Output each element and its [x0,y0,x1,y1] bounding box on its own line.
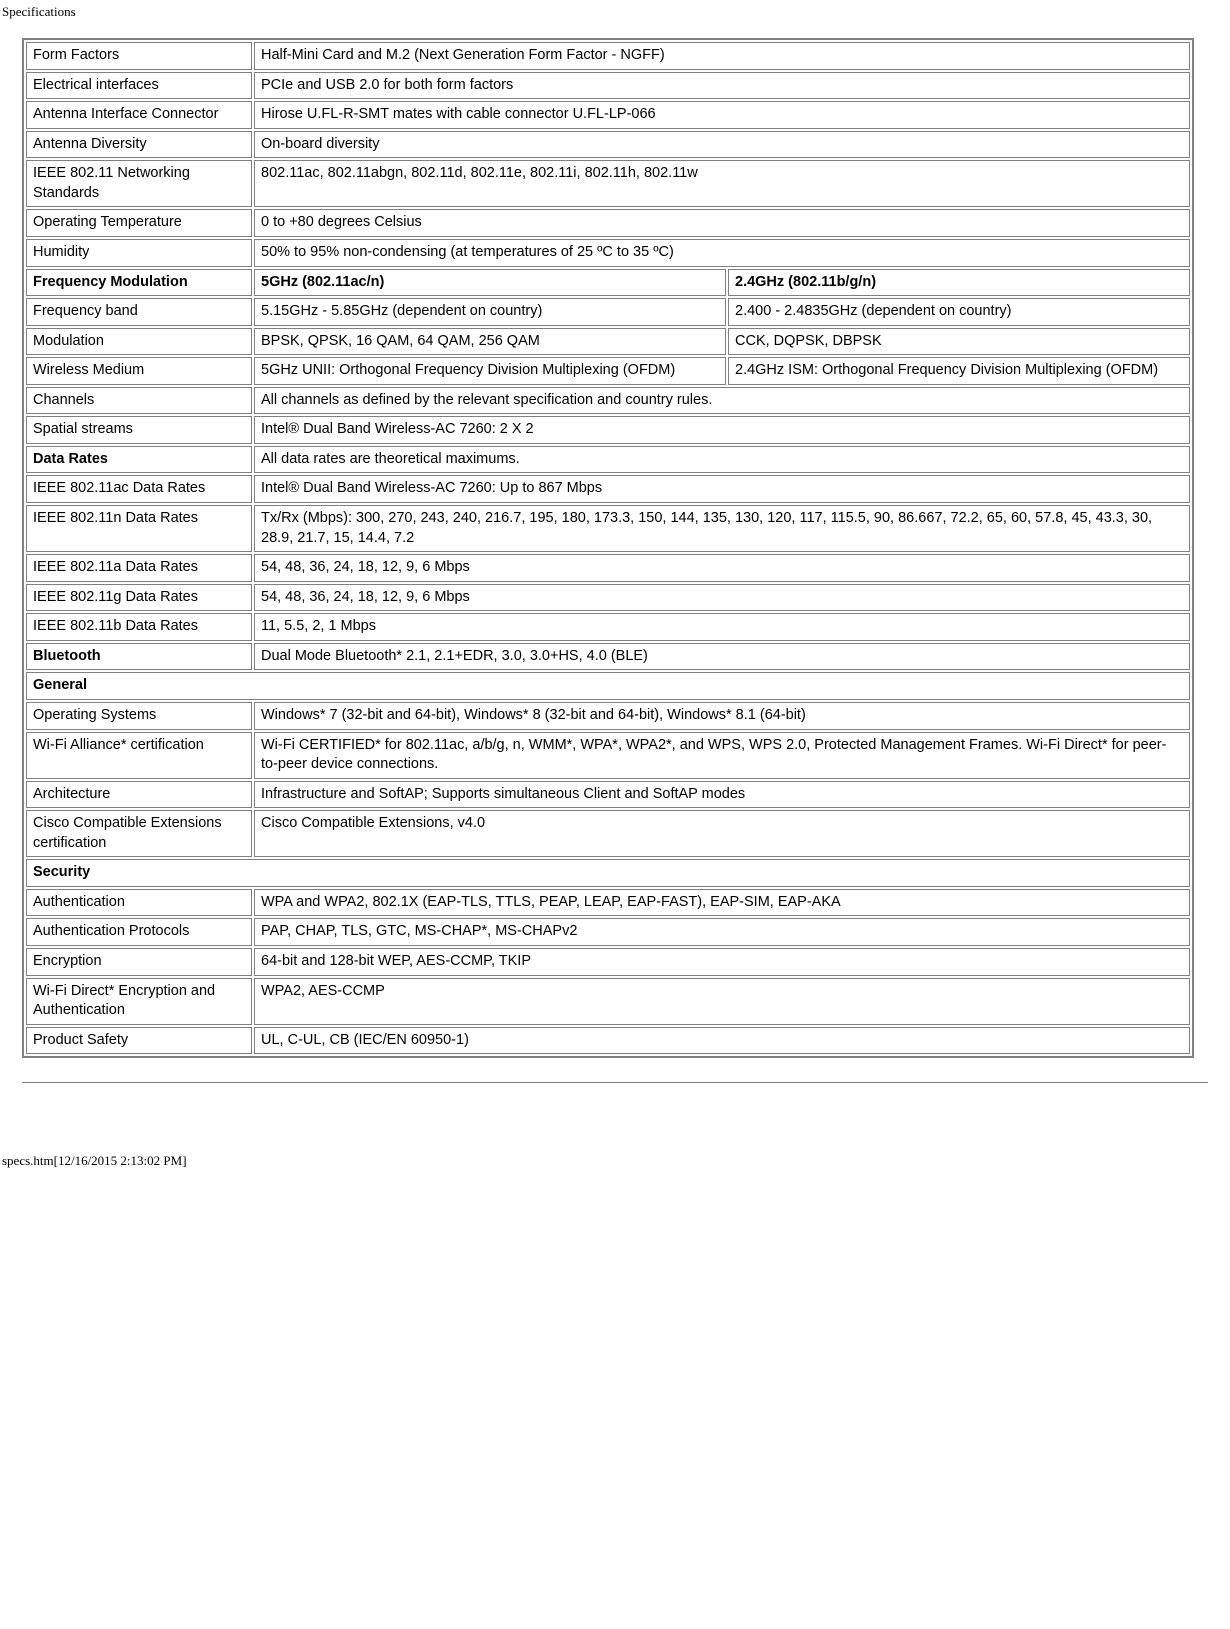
cell-label: IEEE 802.11 Networking Standards [26,160,252,207]
cell-value: Dual Mode Bluetooth* 2.1, 2.1+EDR, 3.0, … [254,643,1190,671]
table-row: Modulation BPSK, QPSK, 16 QAM, 64 QAM, 2… [26,328,1190,356]
table-row: IEEE 802.11n Data RatesTx/Rx (Mbps): 300… [26,505,1190,552]
table-row: Electrical interfacesPCIe and USB 2.0 fo… [26,72,1190,100]
cell-label: Antenna Interface Connector [26,101,252,129]
cell-label: Wi-Fi Direct* Encryption and Authenticat… [26,978,252,1025]
cell-value: Wi-Fi CERTIFIED* for 802.11ac, a/b/g, n,… [254,732,1190,779]
cell-value: All channels as defined by the relevant … [254,387,1190,415]
table-row: Cisco Compatible Extensions certificatio… [26,810,1190,857]
cell-value: Windows* 7 (32-bit and 64-bit), Windows*… [254,702,1190,730]
cell-value: 64-bit and 128-bit WEP, AES-CCMP, TKIP [254,948,1190,976]
cell-label: Wireless Medium [26,357,252,385]
cell-label: Data Rates [26,446,252,474]
cell-label: IEEE 802.11ac Data Rates [26,475,252,503]
cell-value: WPA2, AES-CCMP [254,978,1190,1025]
table-row: Humidity50% to 95% non-condensing (at te… [26,239,1190,267]
cell-value: 5.15GHz - 5.85GHz (dependent on country) [254,298,726,326]
table-row: Antenna DiversityOn-board diversity [26,131,1190,159]
cell-label: Bluetooth [26,643,252,671]
cell-value: 5GHz (802.11ac/n) [254,269,726,297]
table-row: Wireless Medium 5GHz UNII: Orthogonal Fr… [26,357,1190,385]
cell-label: Product Safety [26,1027,252,1055]
cell-value: UL, C-UL, CB (IEC/EN 60950-1) [254,1027,1190,1055]
cell-value: WPA and WPA2, 802.1X (EAP-TLS, TTLS, PEA… [254,889,1190,917]
cell-value: Hirose U.FL-R-SMT mates with cable conne… [254,101,1190,129]
page-footer: specs.htm[12/16/2015 2:13:02 PM] [2,1153,1230,1169]
cell-value: Infrastructure and SoftAP; Supports simu… [254,781,1190,809]
cell-label: IEEE 802.11g Data Rates [26,584,252,612]
cell-value: 50% to 95% non-condensing (at temperatur… [254,239,1190,267]
table-row: Operating Temperature0 to +80 degrees Ce… [26,209,1190,237]
cell-label: Antenna Diversity [26,131,252,159]
cell-value: PAP, CHAP, TLS, GTC, MS-CHAP*, MS-CHAPv2 [254,918,1190,946]
cell-value: 0 to +80 degrees Celsius [254,209,1190,237]
table-row: Spatial streamsIntel® Dual Band Wireless… [26,416,1190,444]
cell-label: Operating Temperature [26,209,252,237]
cell-label: IEEE 802.11n Data Rates [26,505,252,552]
table-row: IEEE 802.11ac Data RatesIntel® Dual Band… [26,475,1190,503]
table-row: AuthenticationWPA and WPA2, 802.1X (EAP-… [26,889,1190,917]
cell-label: Wi-Fi Alliance* certification [26,732,252,779]
cell-label: Form Factors [26,42,252,70]
cell-label: Electrical interfaces [26,72,252,100]
cell-label: IEEE 802.11b Data Rates [26,613,252,641]
cell-value: On-board diversity [254,131,1190,159]
cell-value: Tx/Rx (Mbps): 300, 270, 243, 240, 216.7,… [254,505,1190,552]
table-row: IEEE 802.11g Data Rates54, 48, 36, 24, 1… [26,584,1190,612]
page-title: Specifications [2,4,1230,20]
table-row: General [26,672,1190,700]
divider [22,1082,1208,1083]
table-row: Frequency Modulation 5GHz (802.11ac/n) 2… [26,269,1190,297]
specifications-table: Form FactorsHalf-Mini Card and M.2 (Next… [22,38,1194,1058]
section-header: General [26,672,1190,700]
table-row: Security [26,859,1190,887]
cell-value: 54, 48, 36, 24, 18, 12, 9, 6 Mbps [254,584,1190,612]
cell-value: 11, 5.5, 2, 1 Mbps [254,613,1190,641]
cell-value: Intel® Dual Band Wireless-AC 7260: 2 X 2 [254,416,1190,444]
cell-label: Authentication Protocols [26,918,252,946]
table-row: ArchitectureInfrastructure and SoftAP; S… [26,781,1190,809]
cell-label: Encryption [26,948,252,976]
cell-value: 2.400 - 2.4835GHz (dependent on country) [728,298,1190,326]
cell-value: 54, 48, 36, 24, 18, 12, 9, 6 Mbps [254,554,1190,582]
table-row: Antenna Interface ConnectorHirose U.FL-R… [26,101,1190,129]
table-row: Encryption64-bit and 128-bit WEP, AES-CC… [26,948,1190,976]
cell-value: 802.11ac, 802.11abgn, 802.11d, 802.11e, … [254,160,1190,207]
cell-label: Spatial streams [26,416,252,444]
cell-value: 5GHz UNII: Orthogonal Frequency Division… [254,357,726,385]
table-row: Authentication ProtocolsPAP, CHAP, TLS, … [26,918,1190,946]
table-row: Product SafetyUL, C-UL, CB (IEC/EN 60950… [26,1027,1190,1055]
cell-label: Frequency Modulation [26,269,252,297]
cell-label: Channels [26,387,252,415]
table-row: IEEE 802.11 Networking Standards802.11ac… [26,160,1190,207]
cell-value: Intel® Dual Band Wireless-AC 7260: Up to… [254,475,1190,503]
table-row: BluetoothDual Mode Bluetooth* 2.1, 2.1+E… [26,643,1190,671]
cell-label: IEEE 802.11a Data Rates [26,554,252,582]
cell-value: Cisco Compatible Extensions, v4.0 [254,810,1190,857]
table-row: IEEE 802.11b Data Rates11, 5.5, 2, 1 Mbp… [26,613,1190,641]
cell-value: CCK, DQPSK, DBPSK [728,328,1190,356]
table-row: IEEE 802.11a Data Rates54, 48, 36, 24, 1… [26,554,1190,582]
table-row: ChannelsAll channels as defined by the r… [26,387,1190,415]
cell-value: All data rates are theoretical maximums. [254,446,1190,474]
cell-label: Humidity [26,239,252,267]
table-row: Form FactorsHalf-Mini Card and M.2 (Next… [26,42,1190,70]
table-row: Wi-Fi Direct* Encryption and Authenticat… [26,978,1190,1025]
cell-value: Half-Mini Card and M.2 (Next Generation … [254,42,1190,70]
cell-value: 2.4GHz ISM: Orthogonal Frequency Divisio… [728,357,1190,385]
cell-value: PCIe and USB 2.0 for both form factors [254,72,1190,100]
cell-label: Modulation [26,328,252,356]
cell-value: 2.4GHz (802.11b/g/n) [728,269,1190,297]
table-row: Operating SystemsWindows* 7 (32-bit and … [26,702,1190,730]
table-row: Data RatesAll data rates are theoretical… [26,446,1190,474]
cell-value: BPSK, QPSK, 16 QAM, 64 QAM, 256 QAM [254,328,726,356]
cell-label: Authentication [26,889,252,917]
cell-label: Operating Systems [26,702,252,730]
cell-label: Architecture [26,781,252,809]
cell-label: Frequency band [26,298,252,326]
section-header: Security [26,859,1190,887]
cell-label: Cisco Compatible Extensions certificatio… [26,810,252,857]
table-row: Frequency band 5.15GHz - 5.85GHz (depend… [26,298,1190,326]
table-row: Wi-Fi Alliance* certificationWi-Fi CERTI… [26,732,1190,779]
